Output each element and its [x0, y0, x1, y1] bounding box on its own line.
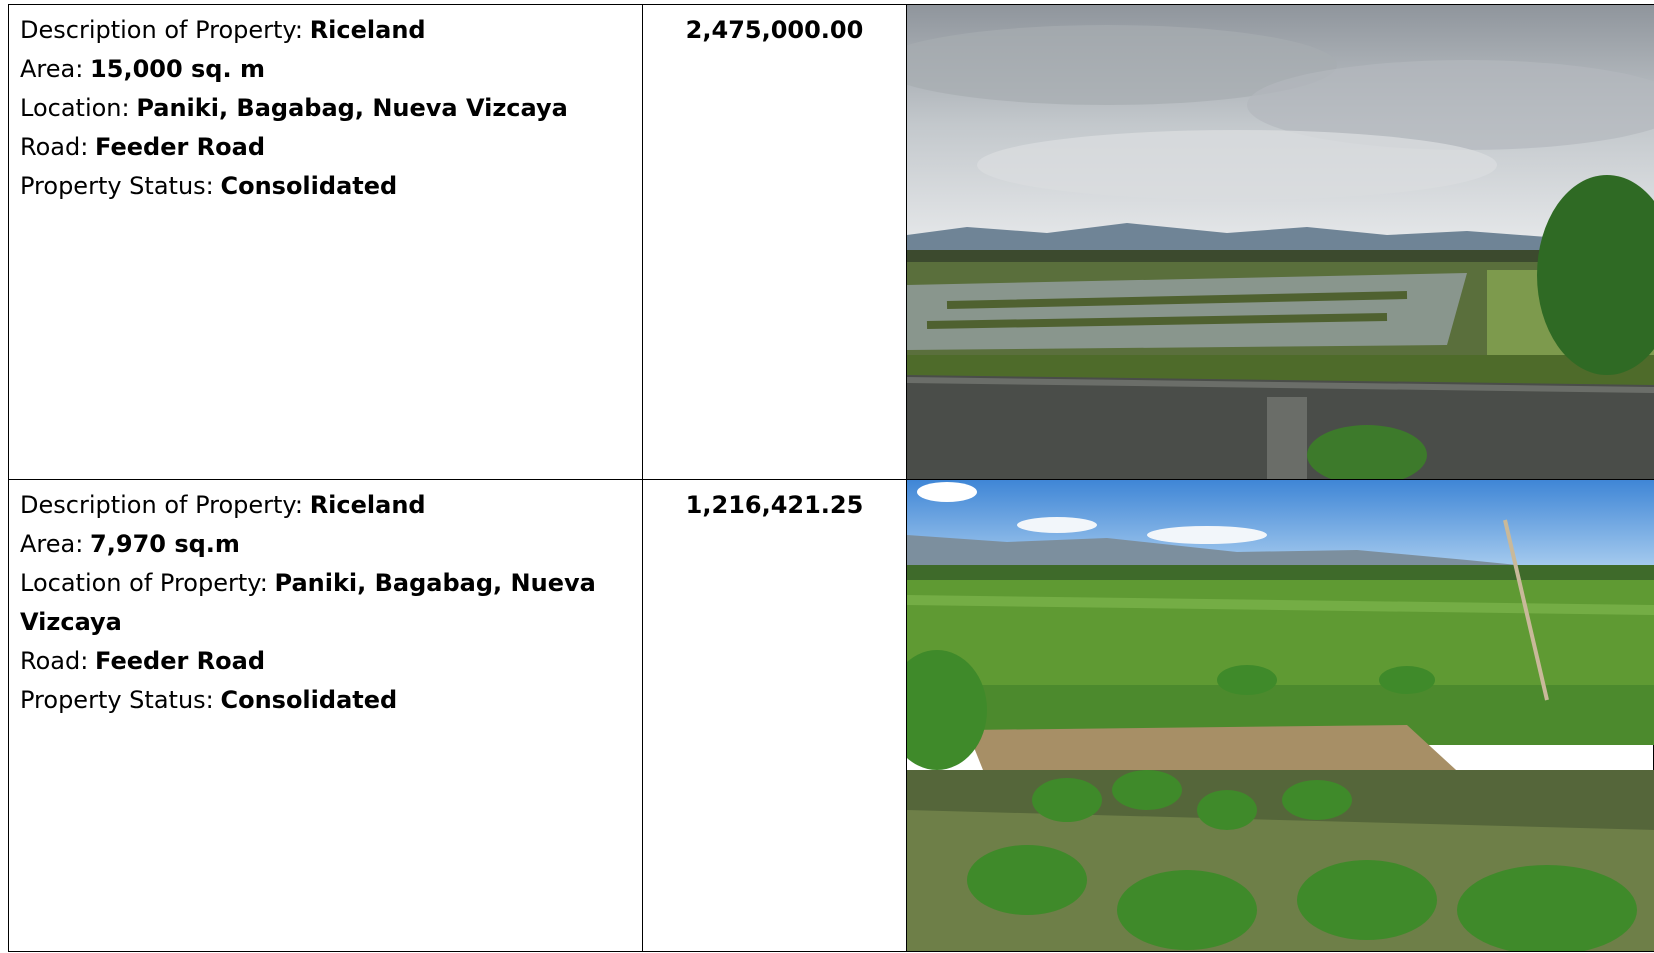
label: Description of Property:	[20, 491, 303, 519]
label: Area:	[20, 530, 84, 558]
description: Description of Property: Riceland Area: 7,…	[8, 479, 643, 952]
row: Description of Property: Riceland Area: 7,…	[8, 479, 1654, 952]
label: Property Status:	[20, 686, 214, 714]
photo	[906, 4, 1654, 480]
value: Paniki, Bagabag, Nueva Vizcaya	[136, 94, 568, 122]
field: Location of Property: Paniki, Bagabag, Nu…	[20, 564, 632, 642]
label: Description of Property:	[20, 16, 303, 44]
row: Description of Property: Riceland Area: 15…	[8, 4, 1654, 480]
value: Feeder Road	[95, 647, 265, 675]
label: Road:	[20, 133, 89, 161]
photo-green-field	[907, 480, 1654, 951]
field: Description of Property: Riceland	[20, 11, 632, 50]
label: Road:	[20, 647, 89, 675]
field: Location: Paniki, Bagabag, Nueva Vizcaya	[20, 89, 632, 128]
price: 2,475,000.00	[642, 4, 907, 480]
field: Area: 7,970 sq.m	[20, 525, 632, 564]
field: Property Status: Consolidated	[20, 681, 632, 720]
value: Riceland	[309, 16, 426, 44]
label: Location:	[20, 94, 130, 122]
field: Area: 15,000 sq. m	[20, 50, 632, 89]
value: Consolidated	[220, 172, 398, 200]
value: Riceland	[309, 491, 426, 519]
property-table: Description of Property: Riceland Area: 15…	[8, 4, 1654, 952]
label: Property Status:	[20, 172, 214, 200]
description: Description of Property: Riceland Area: 15…	[8, 4, 643, 480]
label: Area:	[20, 55, 84, 83]
label: Location of Property:	[20, 569, 268, 597]
field: Road: Feeder Road	[20, 128, 632, 167]
field: Road: Feeder Road	[20, 642, 632, 681]
photo	[906, 479, 1654, 952]
value: Feeder Road	[95, 133, 265, 161]
value: Consolidated	[220, 686, 398, 714]
field: Property Status: Consolidated	[20, 167, 632, 206]
value: 7,970 sq.m	[90, 530, 240, 558]
price: 1,216,421.25	[642, 479, 907, 952]
photo-cloudy-field	[907, 5, 1654, 479]
field: Description of Property: Riceland	[20, 486, 632, 525]
value: Paniki, Bagabag, Nueva Vizcaya	[20, 569, 596, 636]
value: 15,000 sq. m	[90, 55, 265, 83]
